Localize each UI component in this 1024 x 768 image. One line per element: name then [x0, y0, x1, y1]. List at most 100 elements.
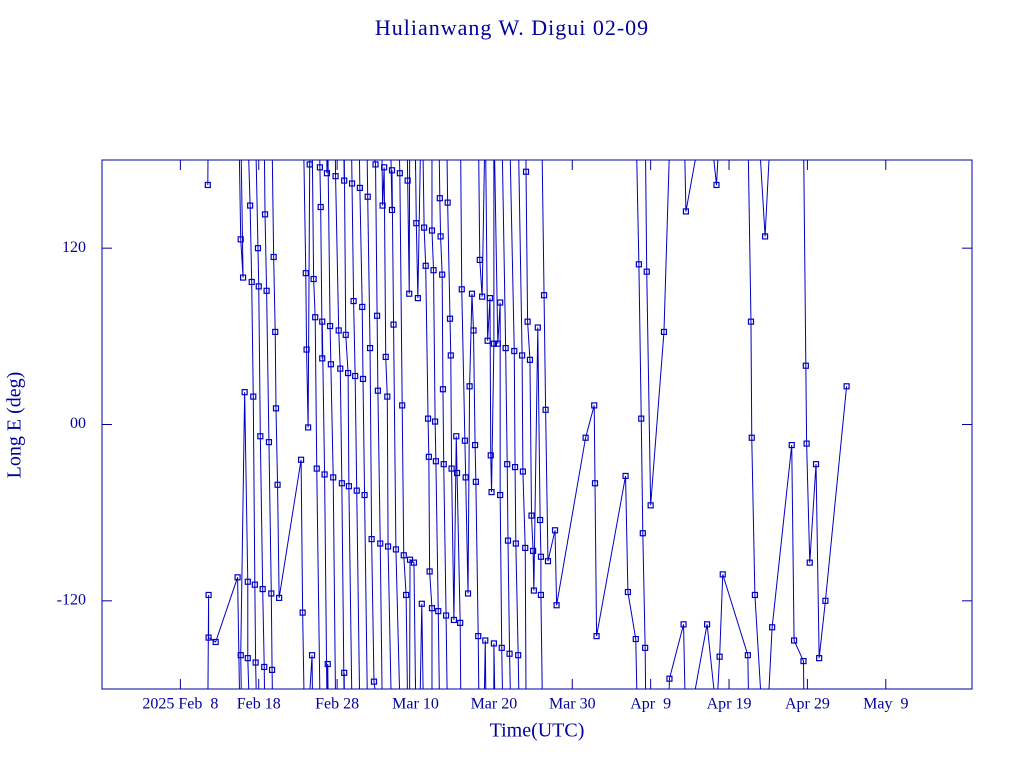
- data-point: [255, 283, 262, 290]
- data-point: [511, 464, 519, 471]
- x-tick-label: May 9: [863, 696, 908, 713]
- data-point: [446, 315, 454, 322]
- data-point: [353, 487, 360, 494]
- data-point: [432, 418, 439, 425]
- x-tick-label: Mar 20: [471, 696, 518, 713]
- data-point: [377, 540, 384, 547]
- data-point: [522, 544, 529, 552]
- y-tick-label: -120: [57, 592, 86, 609]
- data-point: [421, 224, 428, 231]
- data-point: [303, 346, 310, 353]
- data-point: [302, 270, 309, 277]
- data-point: [261, 663, 268, 671]
- plot-frame: [101, 159, 973, 690]
- data-point: [379, 202, 386, 209]
- data-point: [345, 483, 352, 490]
- data-point: [529, 547, 537, 554]
- x-tick-label: Apr 19: [707, 696, 752, 713]
- data-point: [212, 638, 219, 646]
- data-point: [305, 424, 312, 431]
- data-point: [359, 375, 367, 383]
- data-point: [639, 530, 646, 537]
- data-point: [582, 434, 589, 441]
- chart-title: Hulianwang W. Digui 02-09: [375, 15, 649, 40]
- data-point: [368, 536, 375, 543]
- data-point: [540, 292, 548, 299]
- data-point: [359, 303, 366, 311]
- track-line: [207, 159, 848, 690]
- data-point: [635, 261, 642, 268]
- data-point: [426, 568, 433, 575]
- data-point: [680, 621, 687, 628]
- data-point: [259, 585, 266, 593]
- data-point: [406, 290, 413, 297]
- data-point: [384, 543, 392, 550]
- data-point: [751, 591, 758, 599]
- data-point: [800, 657, 807, 665]
- data-point: [422, 262, 429, 269]
- data-point: [450, 616, 458, 624]
- data-point: [396, 170, 403, 177]
- data-point: [372, 161, 379, 168]
- data-point: [479, 293, 486, 300]
- data-point: [265, 439, 273, 446]
- data-point: [276, 594, 283, 601]
- data-point: [788, 441, 795, 449]
- data-point: [439, 386, 447, 393]
- data-point: [335, 327, 342, 334]
- data-point: [261, 211, 269, 218]
- data-point: [515, 652, 522, 659]
- data-point: [299, 609, 306, 616]
- data-point: [356, 184, 363, 192]
- data-point: [497, 299, 504, 306]
- data-point: [502, 344, 509, 352]
- data-point: [268, 666, 276, 673]
- data-point: [472, 478, 479, 485]
- data-point: [466, 383, 473, 390]
- data-point: [519, 468, 526, 475]
- data-point: [522, 168, 530, 175]
- data-point: [660, 328, 668, 336]
- data-point: [551, 527, 559, 534]
- data-point: [769, 624, 776, 631]
- data-point: [519, 352, 526, 359]
- data-point: [244, 655, 251, 662]
- data-point: [388, 167, 396, 174]
- data-point: [803, 440, 810, 447]
- data-point: [237, 652, 244, 659]
- x-tick-label: Mar 10: [392, 696, 439, 713]
- data-point: [816, 655, 823, 662]
- data-point: [337, 365, 344, 372]
- x-tick-label: Apr 29: [785, 696, 830, 713]
- data-point: [537, 516, 544, 524]
- data-point: [316, 164, 323, 171]
- data-point: [310, 275, 317, 283]
- data-point: [312, 314, 319, 321]
- data-point: [338, 480, 345, 487]
- data-point: [425, 453, 432, 460]
- y-tick-label: 120: [62, 239, 86, 256]
- data-point: [321, 471, 328, 478]
- data-point: [638, 415, 645, 422]
- data-point: [404, 177, 411, 184]
- data-point: [418, 600, 425, 607]
- x-tick-label: Feb 28: [315, 696, 359, 713]
- data-point: [254, 245, 262, 252]
- data-point: [647, 502, 654, 509]
- data-point: [272, 328, 279, 336]
- data-point: [374, 312, 381, 319]
- data-point: [413, 220, 420, 227]
- data-point: [323, 170, 331, 177]
- data-point: [237, 236, 244, 243]
- data-point: [403, 591, 410, 599]
- data-point: [471, 441, 479, 449]
- data-point: [530, 587, 537, 594]
- data-point: [361, 491, 368, 499]
- data-point: [342, 331, 349, 338]
- data-point: [682, 208, 690, 215]
- data-point: [494, 340, 501, 347]
- data-point: [666, 675, 673, 682]
- data-point: [511, 347, 518, 355]
- data-point: [442, 612, 450, 619]
